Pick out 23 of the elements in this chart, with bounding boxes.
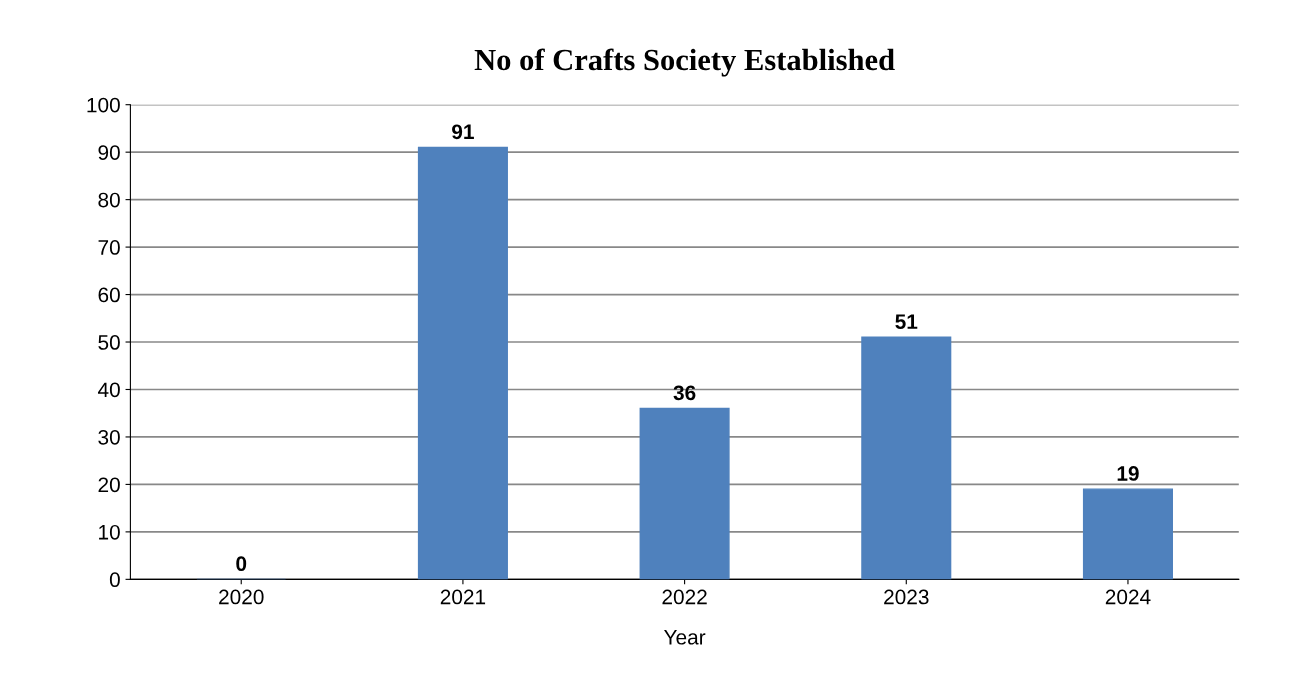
y-tick-label: 30: [98, 429, 120, 445]
y-tick-label: 90: [98, 145, 120, 160]
data-label: 0: [236, 556, 247, 572]
y-tick-label: 60: [98, 287, 120, 303]
y-tick-label: 100: [87, 97, 120, 113]
data-label: 91: [452, 124, 474, 140]
y-tick-label: 20: [98, 477, 120, 493]
y-tick-label: 10: [99, 524, 120, 540]
y-tick-label: 0: [109, 572, 120, 588]
y-tick-label: 70: [98, 240, 120, 255]
data-label: 19: [1117, 466, 1139, 481]
y-tick-label: 80: [98, 192, 120, 208]
y-tick-label: 40: [97, 382, 120, 398]
x-tick-label: 2024: [1105, 589, 1151, 605]
y-tick-label: 50: [98, 335, 120, 350]
data-label: 51: [895, 314, 918, 329]
x-axis-title: Year: [664, 630, 706, 645]
x-tick-label: 2023: [884, 589, 929, 605]
x-tick-label: 2020: [219, 589, 264, 605]
x-tick-label: 2021: [440, 589, 486, 605]
data-label: 36: [673, 385, 696, 401]
x-tick-label: 2022: [662, 589, 707, 605]
chart-title: No of Crafts Society Established: [474, 48, 895, 77]
